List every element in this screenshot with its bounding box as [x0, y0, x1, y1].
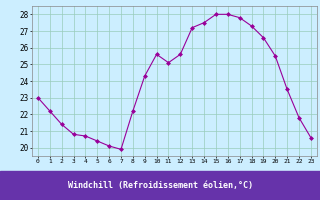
Text: Windchill (Refroidissement éolien,°C): Windchill (Refroidissement éolien,°C)	[68, 181, 252, 190]
